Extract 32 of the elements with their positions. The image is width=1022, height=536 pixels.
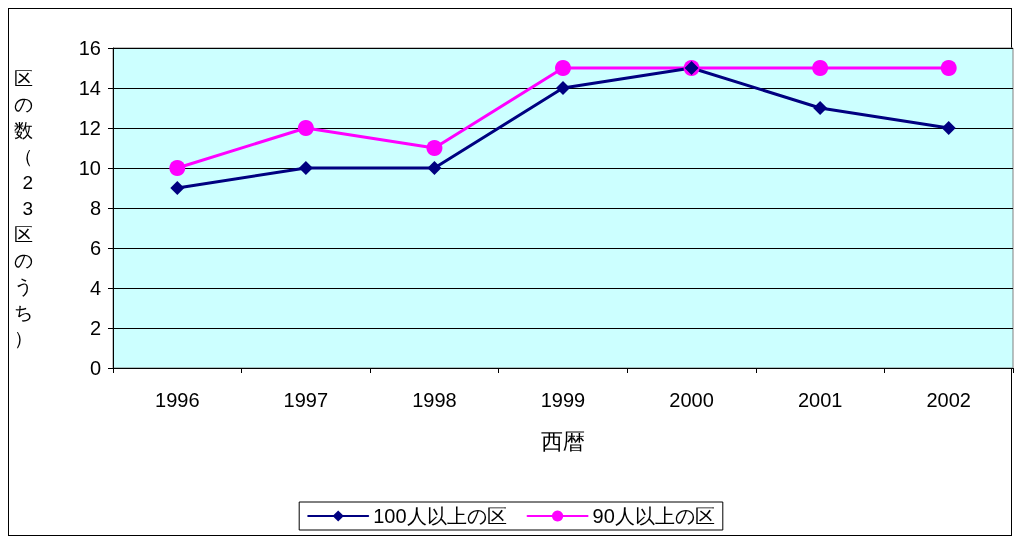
point <box>427 161 442 175</box>
x-tick-label: 2001 <box>797 389 843 411</box>
point <box>941 121 956 135</box>
point <box>298 161 313 175</box>
point <box>940 60 957 76</box>
x-tick-label: 2002 <box>926 389 971 411</box>
point <box>169 160 186 176</box>
point <box>812 60 829 76</box>
x-tick-label: 2000 <box>669 389 714 411</box>
y-tick-label: 12 <box>78 117 101 139</box>
x-tick-label: 1996 <box>155 389 200 411</box>
x-tick-label: 1997 <box>283 389 329 411</box>
point <box>297 120 314 136</box>
y-tick-label: 10 <box>78 157 101 179</box>
y-tick-label: 2 <box>89 317 101 339</box>
y-tick-label: 6 <box>89 237 101 259</box>
x-axis-title: 西暦 <box>541 428 585 454</box>
x-tick-label: 1999 <box>540 389 586 411</box>
y-tick-label: 14 <box>78 77 101 99</box>
text: 区の数（23区のうち） <box>14 67 33 349</box>
legend-label: 100人以上の区 <box>373 505 507 527</box>
y-tick-label: 0 <box>89 357 101 379</box>
y-tick-label: 8 <box>89 197 101 219</box>
point <box>170 181 185 195</box>
x-tick-label: 1998 <box>412 389 457 411</box>
point <box>555 60 571 76</box>
legend-label: 90人以上の区 <box>592 505 715 527</box>
point <box>813 101 828 115</box>
point <box>426 140 443 156</box>
point <box>556 81 570 95</box>
y-tick-label: 16 <box>78 37 101 59</box>
y-tick-label: 4 <box>89 277 101 299</box>
